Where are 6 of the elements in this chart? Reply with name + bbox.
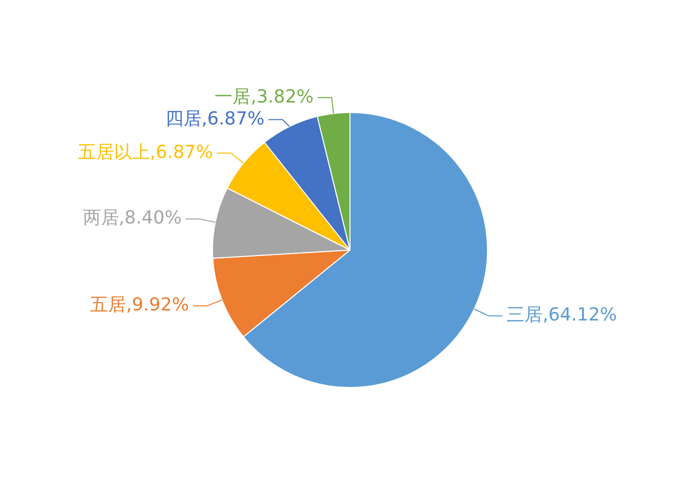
- slice-label: 五居,9.92%: [90, 294, 189, 316]
- slice-label: 一居,3.82%: [214, 86, 314, 108]
- slice-label: 三居,64.12%: [506, 304, 618, 326]
- slice-label: 五居以上,6.87%: [78, 142, 213, 163]
- slice-label: 两居,8.40%: [82, 208, 182, 229]
- slice-label: 四居,6.87%: [166, 108, 264, 130]
